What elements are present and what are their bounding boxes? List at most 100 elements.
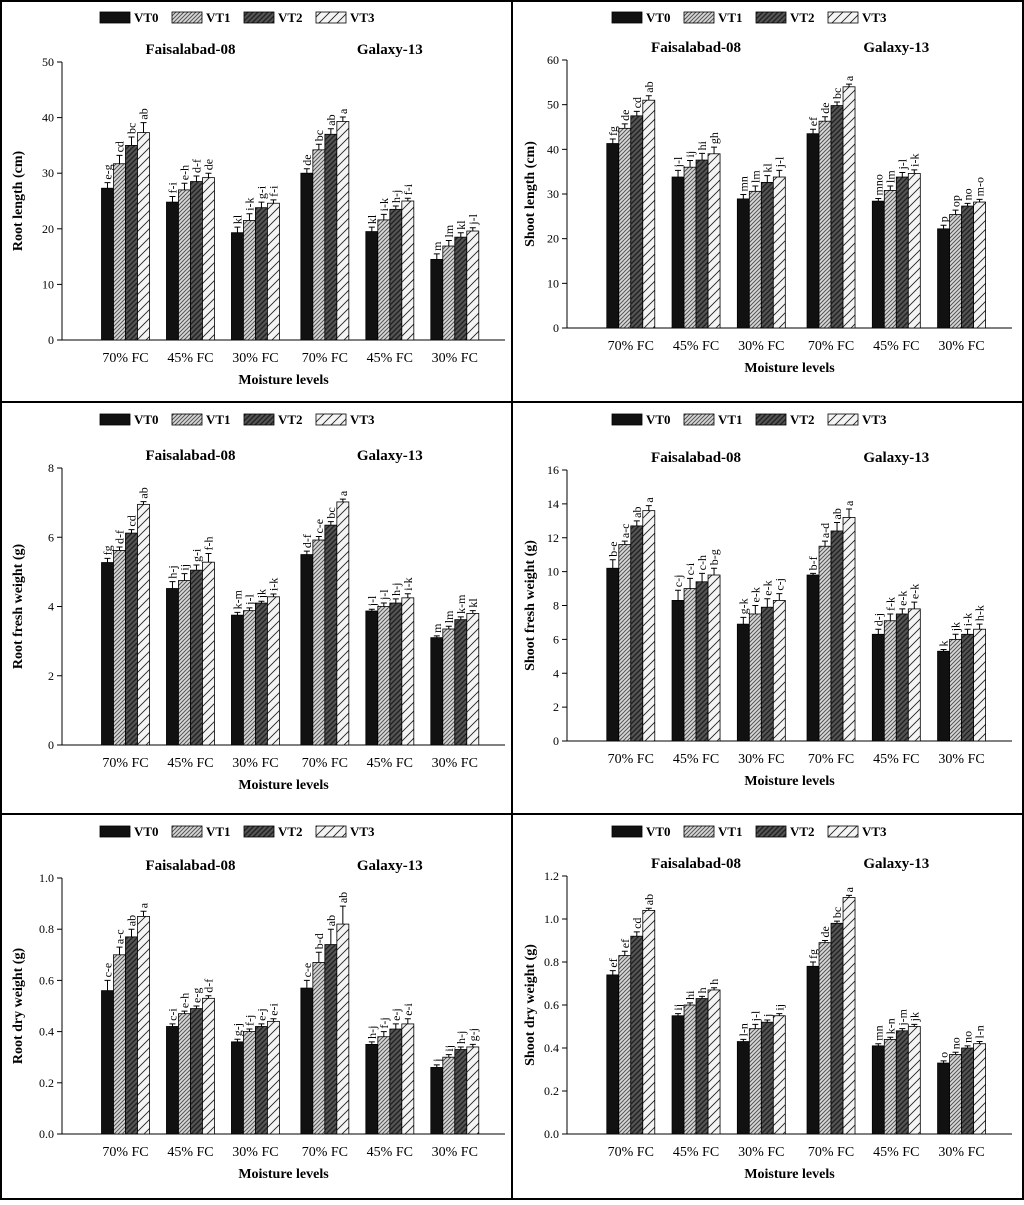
category-label: 70% FC [102,1145,148,1160]
legend-label: VT1 [718,824,743,839]
bar-vt2 [389,1028,403,1135]
bar-vt3 [642,510,656,742]
bar-vt2 [190,181,203,341]
error-bar [822,940,829,943]
bar-vt1 [178,189,191,341]
bar-vt1 [442,1056,456,1135]
bar-vt3 [202,561,215,746]
significance-letter: j-l [466,213,480,225]
group-title: Galaxy-13 [863,40,929,56]
bar-vt2 [389,602,403,746]
error-bar [469,610,476,614]
category-label: 70% FC [302,756,348,771]
error-bar [303,550,310,555]
significance-letter: f-k [883,597,897,611]
bar-vt1 [618,955,632,1135]
category-label: 70% FC [608,1145,654,1160]
error-bar [633,110,640,116]
bar-vt2 [830,530,844,742]
y-tick-label: 60 [547,53,559,67]
chart-panel-shoot-length: VT0 VT1 VT2 VT3 Shoot length (cm) 0 10 20 30 40 50… [523,10,1012,376]
significance-letter: h-j [389,190,403,203]
legend: VT0 VT1 VT2 VT3 [611,10,887,25]
error-bar [169,196,176,203]
error-bar [315,951,322,963]
significance-letter: e-h [177,165,191,180]
error-bar [609,970,616,975]
group-title: Faisalabad-08 [651,40,741,56]
y-tick-label: 1.2 [544,869,559,883]
significance-letter: hi [695,140,709,150]
legend-label: VT2 [278,10,303,25]
error-bar [740,1038,747,1042]
error-bar [327,521,334,526]
significance-letter: a-c [112,929,126,944]
y-tick-label: 40 [547,142,559,156]
significance-letter: mn [736,176,750,191]
error-bar [258,201,265,208]
category-label: 45% FC [167,351,213,366]
legend-swatch-vt2 [755,413,787,426]
category-label: 30% FC [738,339,784,354]
significance-letter: g-j [466,1028,480,1041]
bar-vt2 [961,633,974,742]
significance-letter: cd [630,918,644,929]
y-tick-label: 12 [547,531,559,545]
y-axis-label: Root length (cm) [11,151,26,252]
bar-vt0 [937,228,950,329]
category-label: 70% FC [608,752,654,767]
group-title: Faisalabad-08 [651,856,741,872]
category-label: 45% FC [673,752,719,767]
error-bar [976,198,983,203]
legend-label: VT3 [862,10,887,25]
legend-label: VT0 [134,412,159,427]
bar-vt1 [178,580,191,746]
y-tick-label: 0.8 [544,955,559,969]
significance-letter: c-j [671,575,685,588]
error-bar [645,907,652,911]
significance-letter: ab [136,487,150,498]
significance-letter: mno [871,174,885,195]
significance-letter: de [300,154,314,165]
chart-panel-root-length: VT0 VT1 VT2 VT3 Root length (cm) 0 10 20 30 40 50 F… [11,10,505,388]
category-label: 45% FC [873,752,919,767]
error-bar [181,182,188,190]
significance-letter: ab [324,915,338,926]
error-bar [181,1010,188,1014]
significance-letter: g-j [230,1023,244,1036]
significance-letter: ij [671,1004,685,1011]
significance-letter: d-j [871,613,885,626]
y-tick-label: 20 [547,232,559,246]
error-bar [621,540,628,545]
y-tick-label: 0.6 [544,998,559,1012]
significance-letter: ab [642,81,656,92]
significance-letter: e-j [389,1008,403,1021]
bar-vt3 [707,574,721,742]
error-bar [964,628,971,635]
y-tick-label: 16 [547,463,559,477]
bar-vt1 [312,962,326,1135]
error-bar [205,172,212,178]
significance-letter: lm [883,170,897,183]
error-bar [621,123,628,129]
significance-letter: d-f [189,159,203,173]
bar-vt1 [243,220,256,341]
bar-vt0 [937,650,950,742]
bar-vt2 [895,613,909,742]
error-bar [270,1018,277,1022]
error-bar [380,1031,387,1037]
bar-vt0 [736,623,750,742]
legend-swatch-vt2 [755,11,787,24]
bar-vt0 [806,574,820,742]
y-tick-label: 0.0 [544,1127,559,1141]
bar-vt0 [365,231,379,341]
error-bar [911,1023,918,1027]
error-bar [764,175,771,183]
error-bar [270,199,277,204]
bar-vt1 [113,163,126,341]
bar-vt1 [618,127,632,329]
significance-letter: c-i [165,1008,179,1021]
error-bar [339,905,346,925]
error-bar [193,1005,200,1009]
significance-letter: a [842,500,856,506]
